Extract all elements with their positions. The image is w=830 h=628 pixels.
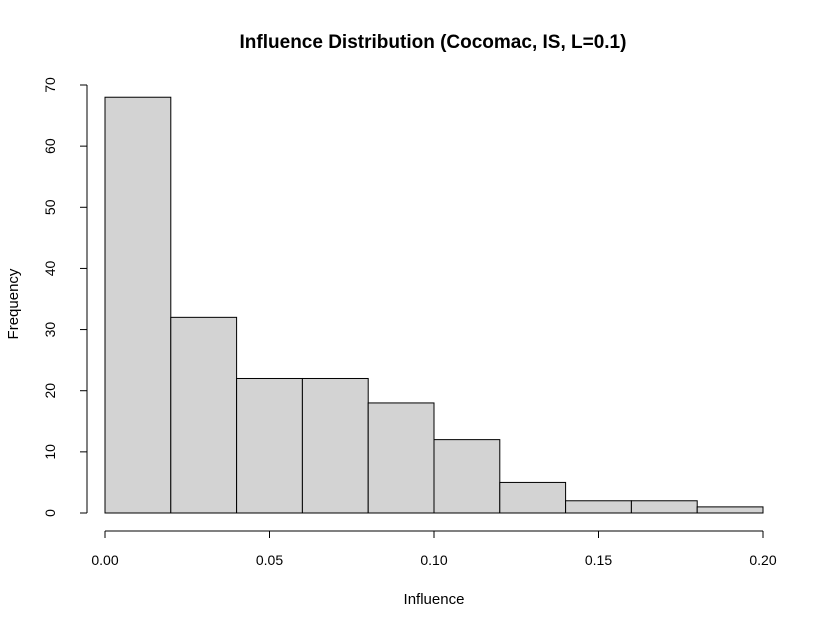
histogram-bar-2 xyxy=(170,316,238,514)
y-axis: 0 10 20 30 40 50 60 70 xyxy=(42,77,88,517)
y-tick-label: 30 xyxy=(42,322,58,338)
y-tick-label: 40 xyxy=(42,260,58,276)
x-tick-label: 0.20 xyxy=(749,552,776,568)
y-tick-label: 70 xyxy=(42,77,58,93)
histogram-bar-4 xyxy=(301,377,369,514)
y-tick-label: 10 xyxy=(42,444,58,460)
histogram-bar-1 xyxy=(104,96,172,514)
y-tick-label: 0 xyxy=(42,509,58,517)
x-axis: 0.00 0.05 0.10 0.15 0.20 xyxy=(91,530,777,568)
chart-title: Influence Distribution (Cocomac, IS, L=0… xyxy=(240,32,627,53)
y-tick-label: 60 xyxy=(42,138,58,154)
histogram-bar-10 xyxy=(696,506,764,514)
histogram-bar-5 xyxy=(367,402,435,514)
histogram-bar-3 xyxy=(236,377,303,514)
x-tick-label: 0.15 xyxy=(585,552,612,568)
bars-group xyxy=(104,96,764,514)
histogram-bar-8 xyxy=(565,500,632,514)
y-axis-label: Frequency xyxy=(5,268,22,339)
histogram-bar-6 xyxy=(433,439,501,514)
histogram-bar-7 xyxy=(499,481,567,514)
x-tick-label: 0.05 xyxy=(256,552,283,568)
y-tick-label: 50 xyxy=(42,199,58,215)
x-tick-label: 0.00 xyxy=(91,552,118,568)
histogram-bar-9 xyxy=(630,500,698,514)
y-tick-label: 20 xyxy=(42,383,58,399)
x-axis-label: Influence xyxy=(404,591,465,608)
x-tick-label: 0.10 xyxy=(420,552,447,568)
